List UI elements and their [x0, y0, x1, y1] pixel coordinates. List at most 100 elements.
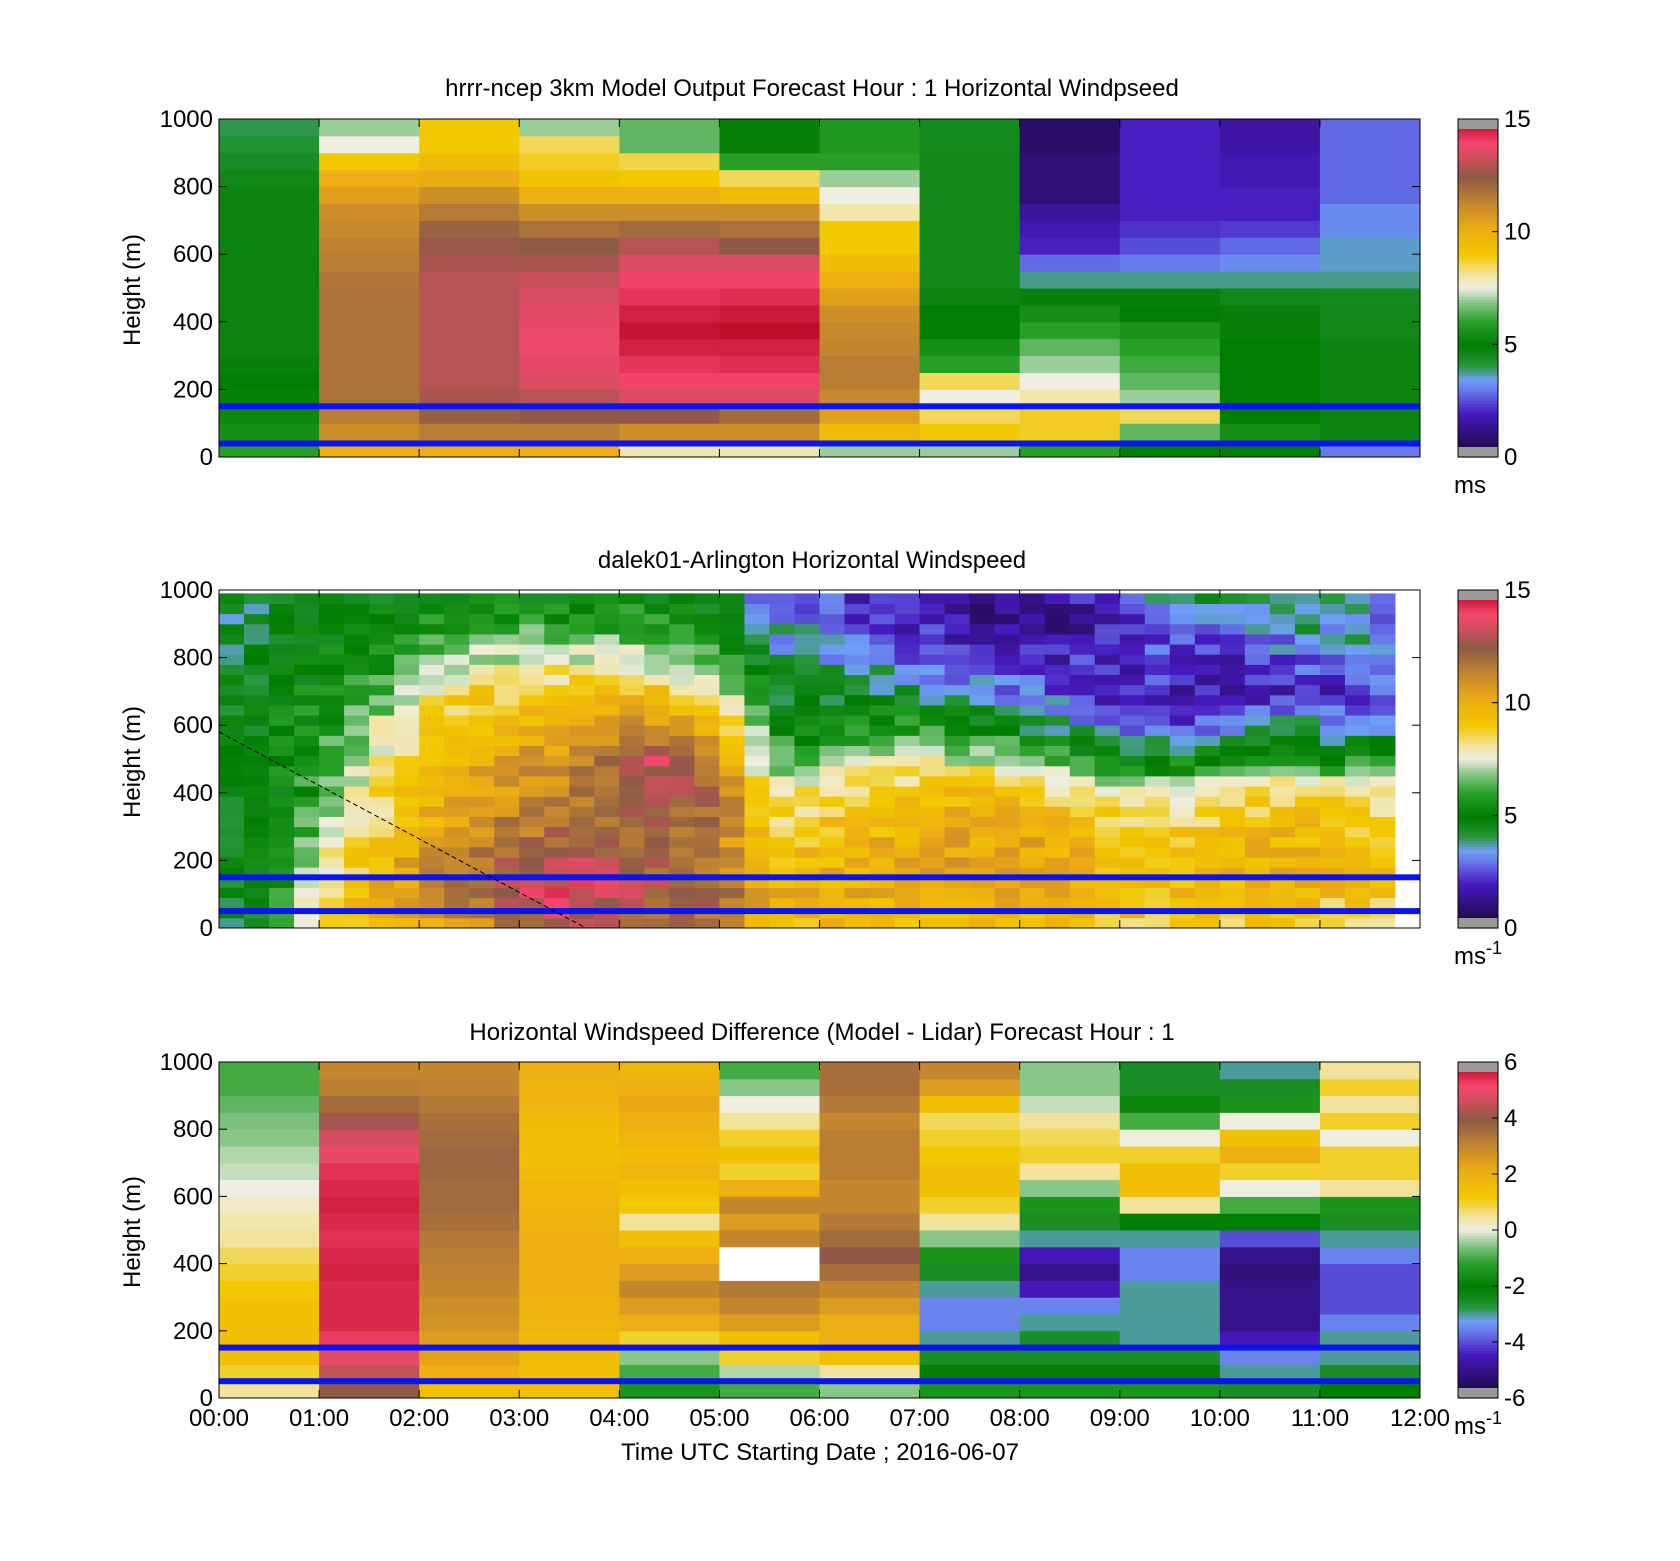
heatmap-cell [519, 135, 620, 154]
heatmap-cell [319, 1129, 420, 1147]
heatmap-cell [1244, 644, 1271, 655]
colorbar-unit: ms-1 [1454, 1408, 1502, 1440]
heatmap-cell [1269, 644, 1296, 655]
heatmap-cell [669, 623, 695, 635]
heatmap-cell [494, 846, 520, 858]
colorbar-segment [1458, 1314, 1498, 1318]
heatmap-cell [1319, 321, 1421, 340]
heatmap-cell [369, 674, 395, 686]
heatmap-cell [244, 755, 270, 767]
heatmap-cell [1069, 644, 1096, 655]
heatmap-cell [319, 119, 420, 137]
heatmap-cell [244, 704, 270, 716]
heatmap-cell [1019, 684, 1046, 696]
heatmap-cell [894, 775, 921, 787]
heatmap-cell [794, 755, 820, 767]
heatmap-cell [594, 654, 620, 665]
heatmap-cell [869, 664, 896, 675]
heatmap-cell [819, 1129, 921, 1147]
heatmap-cell [1119, 836, 1146, 848]
heatmap-cell [1319, 186, 1421, 204]
heatmap-cell [819, 633, 846, 645]
colorbar-segment [1458, 189, 1498, 193]
heatmap-cell [269, 725, 295, 736]
heatmap-cell [1019, 603, 1046, 615]
heatmap-cell [444, 674, 470, 686]
heatmap-cell [569, 593, 595, 605]
heatmap-cell [944, 715, 971, 726]
y-tick-label: 600 [173, 712, 213, 739]
heatmap-cell [869, 715, 896, 726]
heatmap-cell [744, 786, 770, 797]
heatmap-cell [969, 603, 996, 615]
heatmap-cell [1369, 755, 1396, 767]
colorbar-segment [1458, 169, 1498, 174]
heatmap-cell [519, 423, 620, 441]
heatmap-cell [1369, 846, 1396, 858]
heatmap-cell [819, 355, 921, 373]
heatmap-cell [944, 644, 971, 655]
heatmap-cell [319, 1196, 420, 1214]
heatmap-cell [1244, 725, 1271, 736]
heatmap-cell [719, 1196, 820, 1214]
heatmap-cell [394, 887, 420, 899]
heatmap-cell [244, 664, 270, 675]
heatmap-cell [519, 271, 620, 289]
heatmap-cell [969, 867, 996, 878]
heatmap-cell [1194, 775, 1221, 787]
heatmap-cell [1244, 846, 1271, 858]
colorbar-segment [1458, 1378, 1498, 1382]
heatmap-cell [419, 1179, 520, 1197]
heatmap-cell [844, 644, 871, 655]
colorbar-segment [1458, 1176, 1498, 1181]
heatmap-cell [744, 715, 770, 726]
heatmap-cell [419, 765, 445, 777]
heatmap-cell [1194, 786, 1221, 797]
heatmap-cell [219, 1381, 320, 1399]
heatmap-cell [244, 725, 270, 736]
heatmap-cell [1369, 887, 1396, 899]
heatmap-cell [919, 1297, 1021, 1315]
colorbar-segment [1458, 1347, 1498, 1351]
heatmap-cell [844, 684, 871, 696]
heatmap-cell [519, 694, 545, 706]
heatmap-cell [694, 775, 720, 787]
heatmap-cell [994, 725, 1021, 736]
heatmap-cell [1344, 786, 1371, 797]
heatmap-cell [1069, 816, 1096, 828]
heatmap-cell [1319, 119, 1421, 137]
heatmap-cell [1119, 1213, 1221, 1231]
colorbar-segment [1458, 1238, 1498, 1242]
heatmap-cell [894, 725, 921, 736]
colorbar-segment [1458, 1171, 1498, 1175]
heatmap-cell [444, 735, 470, 746]
heatmap-cell [1294, 704, 1321, 716]
heatmap-cell [1319, 1078, 1421, 1097]
heatmap-cell [1019, 1347, 1121, 1365]
heatmap-cell [219, 1129, 320, 1147]
heatmap-cell [1219, 169, 1321, 188]
heatmap-cell [1094, 684, 1121, 696]
heatmap-cell [1219, 423, 1321, 441]
heatmap-cell [419, 897, 445, 909]
heatmap-cell [869, 836, 896, 848]
heatmap-cell [994, 867, 1021, 878]
heatmap-cell [319, 169, 420, 188]
heatmap-cell [269, 694, 295, 706]
heatmap-cell [594, 633, 620, 645]
heatmap-cell [319, 338, 420, 357]
heatmap-cell [219, 694, 245, 706]
heatmap-cell [619, 684, 645, 696]
heatmap-cell [1269, 857, 1296, 868]
heatmap-cell [469, 735, 495, 746]
colorbar-segment [1458, 369, 1498, 374]
heatmap-cell [1119, 816, 1146, 828]
heatmap-cell [319, 755, 345, 767]
heatmap-cell [594, 593, 620, 605]
heatmap-cell [719, 877, 745, 888]
heatmap-cell [1219, 1330, 1321, 1349]
heatmap-cell [1019, 1230, 1121, 1248]
